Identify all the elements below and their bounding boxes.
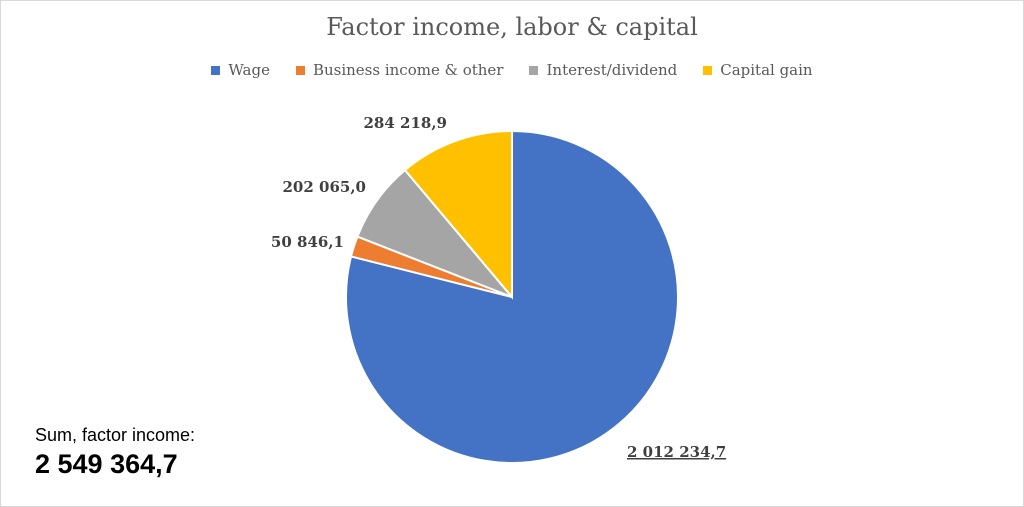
legend-label-interest-dividend: Interest/dividend bbox=[546, 61, 678, 79]
legend-swatch-capital-gain bbox=[703, 65, 713, 75]
legend-swatch-business-income bbox=[295, 65, 305, 75]
data-label-wage: 2 012 234,7 bbox=[627, 443, 726, 461]
legend-item-capital-gain: Capital gain bbox=[703, 61, 813, 79]
legend: Wage Business income & other Interest/di… bbox=[1, 61, 1023, 79]
sum-value: 2 549 364,7 bbox=[35, 449, 178, 479]
data-label-capital-gain: 284 218,9 bbox=[363, 114, 447, 132]
legend-swatch-wage bbox=[211, 65, 221, 75]
sum-label: Sum, factor income: bbox=[35, 425, 196, 445]
legend-item-business-income: Business income & other bbox=[295, 61, 504, 79]
data-label-interest-dividend: 202 065,0 bbox=[282, 178, 366, 196]
data-label-business-income: 50 846,1 bbox=[271, 233, 344, 251]
legend-item-wage: Wage bbox=[211, 61, 270, 79]
chart-title: Factor income, labor & capital bbox=[326, 13, 698, 41]
pie-slice-wage bbox=[345, 129, 679, 464]
legend-item-interest-dividend: Interest/dividend bbox=[529, 61, 677, 79]
legend-label-wage: Wage bbox=[228, 61, 270, 79]
legend-label-business-income: Business income & other bbox=[312, 61, 504, 79]
legend-swatch-interest-dividend bbox=[529, 65, 539, 75]
pie-slice-capital-gain bbox=[403, 129, 513, 300]
legend-label-capital-gain: Capital gain bbox=[720, 61, 813, 79]
